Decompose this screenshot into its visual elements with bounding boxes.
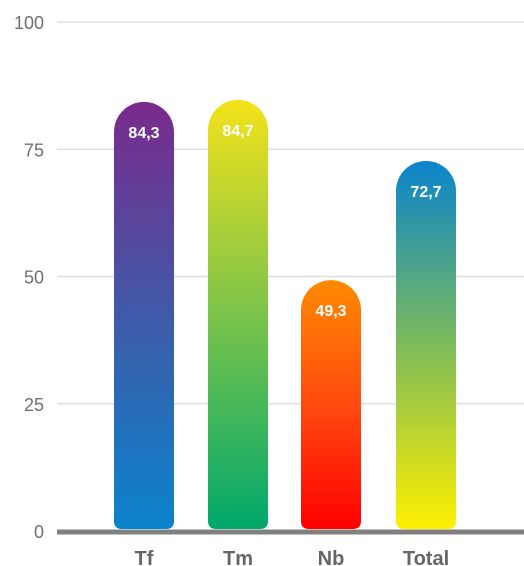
x-tick-label: Nb [318,548,345,566]
data-label: 49,3 [315,303,346,320]
data-label: 72,7 [410,184,441,201]
x-tick-label: Tf [135,548,154,566]
bar-tm [208,99,268,530]
data-label: 84,7 [222,123,253,140]
data-labels: 84,3 84,7 49,3 72,7 [128,123,441,320]
y-tick-label: 0 [34,522,44,542]
y-tick-label: 75 [24,140,44,160]
bar-total [396,160,456,529]
y-tick-label: 25 [24,395,44,415]
x-tick-label: Tm [223,548,253,566]
y-axis-ticks: 0 25 50 75 100 [14,13,44,542]
bars [114,99,456,530]
x-tick-label: Total [403,548,449,566]
x-axis-ticks: Tf Tm Nb Total [135,548,450,566]
y-tick-label: 50 [24,268,44,288]
data-label: 84,3 [128,125,159,142]
bar-nb [301,280,361,529]
bar-tf [114,101,174,530]
y-tick-label: 100 [14,13,44,33]
